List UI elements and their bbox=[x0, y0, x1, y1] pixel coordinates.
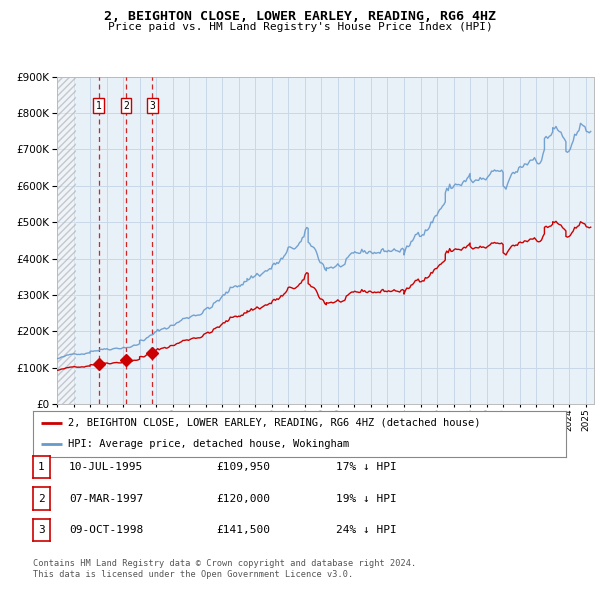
Text: 3: 3 bbox=[38, 525, 45, 535]
Text: 2: 2 bbox=[123, 101, 129, 111]
Text: This data is licensed under the Open Government Licence v3.0.: This data is licensed under the Open Gov… bbox=[33, 570, 353, 579]
Text: £109,950: £109,950 bbox=[216, 463, 270, 472]
Text: 19% ↓ HPI: 19% ↓ HPI bbox=[336, 494, 397, 503]
Bar bbox=[57, 77, 76, 404]
Text: 2, BEIGHTON CLOSE, LOWER EARLEY, READING, RG6 4HZ (detached house): 2, BEIGHTON CLOSE, LOWER EARLEY, READING… bbox=[68, 418, 480, 428]
Text: 09-OCT-1998: 09-OCT-1998 bbox=[69, 525, 143, 535]
Text: HPI: Average price, detached house, Wokingham: HPI: Average price, detached house, Woki… bbox=[68, 440, 349, 450]
Text: 2, BEIGHTON CLOSE, LOWER EARLEY, READING, RG6 4HZ: 2, BEIGHTON CLOSE, LOWER EARLEY, READING… bbox=[104, 10, 496, 23]
Text: £141,500: £141,500 bbox=[216, 525, 270, 535]
Bar bbox=[57, 77, 76, 404]
Text: Price paid vs. HM Land Registry's House Price Index (HPI): Price paid vs. HM Land Registry's House … bbox=[107, 22, 493, 32]
Text: 1: 1 bbox=[38, 463, 45, 472]
Text: 1: 1 bbox=[96, 101, 102, 111]
Text: 3: 3 bbox=[149, 101, 155, 111]
Text: 17% ↓ HPI: 17% ↓ HPI bbox=[336, 463, 397, 472]
Text: 10-JUL-1995: 10-JUL-1995 bbox=[69, 463, 143, 472]
Text: 2: 2 bbox=[38, 494, 45, 503]
Text: £120,000: £120,000 bbox=[216, 494, 270, 503]
Text: 24% ↓ HPI: 24% ↓ HPI bbox=[336, 525, 397, 535]
Text: Contains HM Land Registry data © Crown copyright and database right 2024.: Contains HM Land Registry data © Crown c… bbox=[33, 559, 416, 568]
Text: 07-MAR-1997: 07-MAR-1997 bbox=[69, 494, 143, 503]
